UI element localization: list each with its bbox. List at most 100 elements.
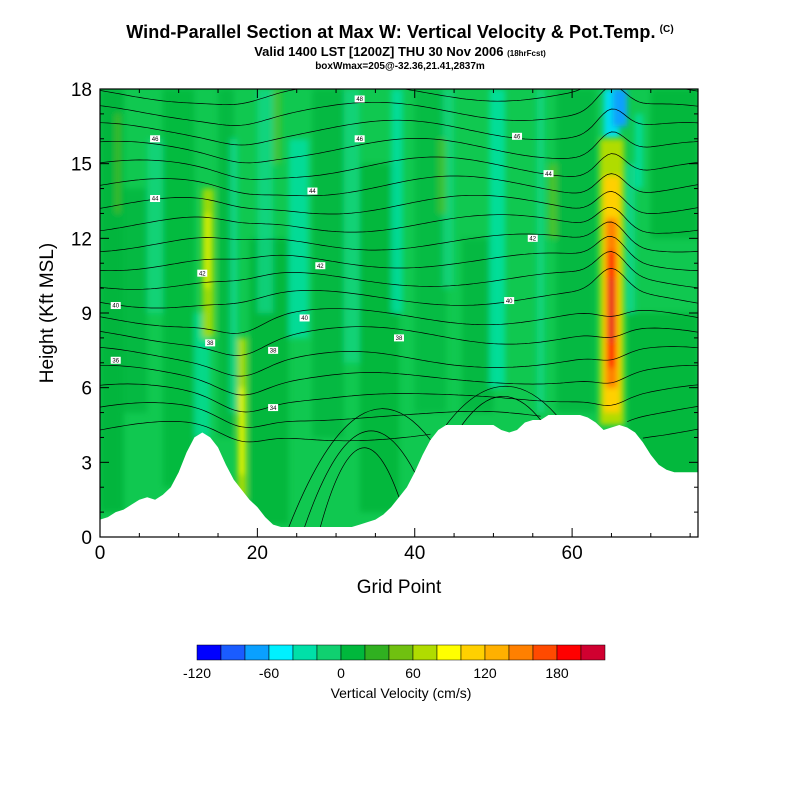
contour-label-text: 38 — [270, 349, 277, 355]
colorbar-swatch — [244, 644, 270, 661]
theta-contours — [100, 89, 698, 528]
contour-label-box — [543, 170, 554, 178]
colorbar-swatch — [508, 644, 534, 661]
x-tick-label: 40 — [404, 543, 425, 564]
x-tick-label: 20 — [247, 543, 268, 564]
contour-label-text: 42 — [317, 264, 324, 270]
theta-contour — [100, 236, 698, 272]
theta-contour — [100, 402, 698, 428]
theta-contour — [288, 408, 431, 528]
colorbar-swatch — [412, 644, 438, 661]
y-tick-label: 6 — [81, 379, 92, 400]
contour-label-text: 40 — [301, 316, 308, 322]
colorbar-tick-label: -60 — [259, 665, 279, 681]
contour-label: 34 — [268, 404, 279, 412]
y-tick-label: 3 — [81, 453, 92, 474]
colorbar-swatch — [364, 644, 390, 661]
contour-label-box — [268, 346, 279, 354]
chart-subtitle: Valid 1400 LST [1200Z] THU 30 Nov 2006 (… — [0, 44, 800, 59]
velocity-patch — [548, 163, 557, 239]
contour-label-box — [110, 302, 121, 310]
contour-label-text: 46 — [152, 137, 159, 143]
contour-labels: 48 46 46 46 44 44 44 42 42 42 40 40 40 38 38 38 36 34 — [110, 95, 554, 412]
contour-label: 42 — [315, 262, 326, 270]
colorbar-swatch — [436, 644, 462, 661]
velocity-patch — [391, 89, 403, 313]
theta-contour — [100, 364, 698, 396]
velocity-patch — [257, 89, 274, 313]
theta-contour — [100, 131, 698, 164]
contour-label-text: 34 — [270, 406, 277, 412]
contour-label: 42 — [527, 234, 538, 243]
theta-contour — [100, 89, 698, 126]
contour-label: 40 — [110, 302, 121, 310]
contour-label-box — [205, 339, 216, 347]
velocity-patch — [635, 113, 643, 189]
theta-contour — [445, 385, 557, 426]
contour-label: 38 — [268, 346, 279, 355]
colorbar-tick-label: 120 — [473, 665, 497, 681]
velocity-patch — [288, 138, 309, 338]
contour-label-box — [354, 95, 365, 103]
downdraft-core — [613, 89, 628, 127]
colorbar-tick-label: 60 — [405, 665, 421, 681]
contour-label-text: 46 — [514, 134, 521, 140]
contour-label-text: 42 — [199, 271, 206, 277]
contour-label-box — [268, 404, 279, 412]
x-tick-label: 0 — [95, 543, 106, 564]
velocity-patch — [123, 188, 148, 413]
theta-contour — [100, 153, 698, 180]
forecast-hour: (18hrFcst) — [507, 49, 546, 58]
contour-label-box — [354, 135, 365, 143]
y-tick-label: 9 — [81, 304, 92, 325]
contour-label-text: 38 — [207, 341, 214, 347]
colorbar-swatch — [316, 644, 342, 661]
y-tick-label: 0 — [81, 528, 92, 549]
contour-label-text: 40 — [506, 299, 513, 305]
theta-contour — [100, 89, 698, 106]
velocity-patch — [461, 238, 494, 413]
theta-contour — [100, 268, 698, 309]
updraft-core — [599, 89, 628, 425]
theta-contour — [100, 383, 698, 413]
contour-label: 44 — [307, 187, 318, 195]
chart-title: Wind-Parallel Section at Max W: Vertical… — [0, 22, 800, 43]
terrain — [100, 415, 698, 537]
contour-label-text: 48 — [356, 97, 363, 103]
contour-label-box — [150, 195, 161, 203]
velocity-patch — [204, 213, 211, 289]
velocity-patch — [556, 89, 596, 413]
contour-label-box — [394, 334, 404, 342]
chart-box-info: boxWmax=205@-32.36,21.41,2837m — [315, 61, 485, 72]
copyright-mark: (C) — [659, 24, 674, 35]
x-tick-label: 60 — [562, 543, 583, 564]
contour-label-box — [197, 269, 208, 277]
contour-label: 38 — [394, 334, 404, 342]
contour-label-text: 44 — [152, 197, 159, 203]
valid-time: Valid 1400 LST [1200Z] THU 30 Nov 2006 — [254, 44, 504, 59]
contour-label: 48 — [354, 95, 365, 103]
theta-contour — [100, 346, 698, 377]
contour-label-box — [150, 135, 161, 143]
y-tick-label: 18 — [71, 80, 92, 101]
velocity-patch — [229, 138, 238, 413]
y-axis-title: Height (Kft MSL) — [37, 243, 58, 383]
colorbar-swatch — [196, 644, 222, 661]
colorbar-swatch — [556, 644, 582, 661]
theta-contour — [100, 221, 698, 253]
contour-label: 46 — [512, 132, 523, 140]
velocity-patch — [442, 89, 455, 289]
colorbar-tick-label: 180 — [545, 665, 569, 681]
contour-label-text: 42 — [529, 237, 536, 243]
colorbar-swatch — [292, 644, 318, 661]
velocity-patch — [273, 89, 281, 164]
contour-label: 38 — [205, 339, 216, 347]
colorbar-swatch — [220, 644, 246, 661]
colorbar-tick-label: 0 — [337, 665, 345, 681]
velocity-patch — [100, 89, 124, 513]
terrain-mask — [100, 415, 698, 537]
theta-contour — [100, 173, 698, 197]
contour-label: 40 — [504, 297, 515, 305]
colorbar: -120 -60 0 60 120 180 Vertical Velocity (cm/s) — [183, 644, 606, 701]
